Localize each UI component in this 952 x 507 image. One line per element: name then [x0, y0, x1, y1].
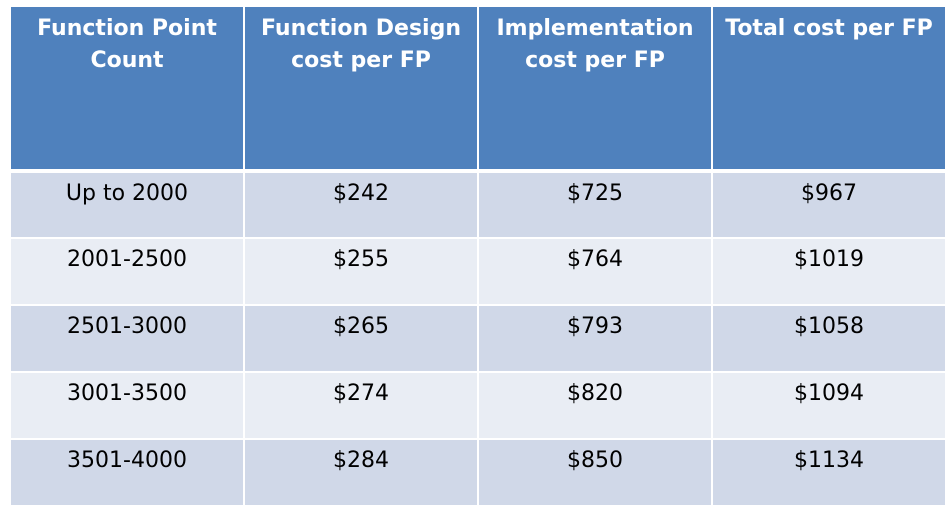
- cell-implementation-cost: $764: [477, 237, 713, 306]
- cell-design-cost: $255: [243, 237, 479, 306]
- cell-design-cost: $274: [243, 371, 479, 440]
- header-implementation-cost: Implementation cost per FP: [477, 7, 713, 173]
- table-row: Up to 2000 $242 $725 $967: [9, 170, 947, 239]
- cell-design-cost: $265: [243, 304, 479, 373]
- cell-total-cost: $967: [711, 170, 947, 239]
- cell-fp-count: 2001-2500: [9, 237, 245, 306]
- cell-design-cost: $284: [243, 438, 479, 507]
- header-total-cost: Total cost per FP: [711, 7, 947, 173]
- header-function-design-cost: Function Design cost per FP: [243, 7, 479, 173]
- cell-fp-count: Up to 2000: [9, 170, 245, 239]
- cell-implementation-cost: $793: [477, 304, 713, 373]
- cell-fp-count: 2501-3000: [9, 304, 245, 373]
- cell-total-cost: $1134: [711, 438, 947, 507]
- cell-fp-count: 3001-3500: [9, 371, 245, 440]
- table-row: 2001-2500 $255 $764 $1019: [9, 237, 947, 306]
- table-row: 3501-4000 $284 $850 $1134: [9, 438, 947, 507]
- header-row: Function Point Count Function Design cos…: [9, 7, 947, 173]
- table-row: 2501-3000 $265 $793 $1058: [9, 304, 947, 373]
- cell-design-cost: $242: [243, 170, 479, 239]
- cell-total-cost: $1019: [711, 237, 947, 306]
- cell-implementation-cost: $850: [477, 438, 713, 507]
- header-function-point-count: Function Point Count: [9, 7, 245, 173]
- cost-table: Function Point Count Function Design cos…: [9, 7, 947, 507]
- cell-implementation-cost: $725: [477, 170, 713, 239]
- cell-total-cost: $1094: [711, 371, 947, 440]
- cell-fp-count: 3501-4000: [9, 438, 245, 507]
- cell-total-cost: $1058: [711, 304, 947, 373]
- cell-implementation-cost: $820: [477, 371, 713, 440]
- table-row: 3001-3500 $274 $820 $1094: [9, 371, 947, 440]
